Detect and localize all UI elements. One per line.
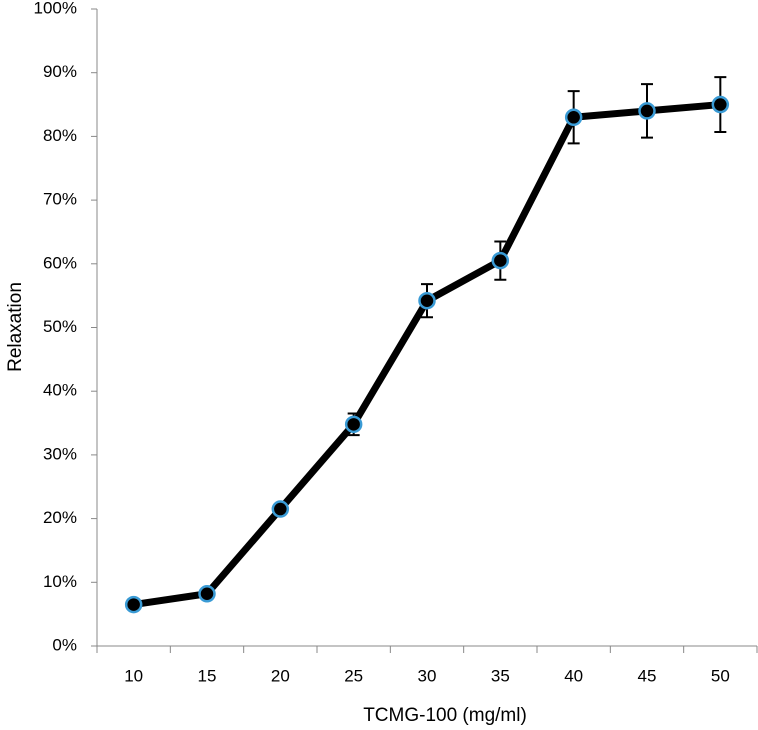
y-tick-label: 80% <box>43 126 77 145</box>
y-tick-label: 40% <box>43 381 77 400</box>
x-tick-label: 15 <box>198 666 217 685</box>
y-axis-title: Relaxation <box>5 282 26 372</box>
marker <box>711 95 730 114</box>
y-tick-label: 20% <box>43 508 77 527</box>
y-tick-label: 0% <box>52 635 77 654</box>
marker <box>638 102 656 120</box>
y-tick-label: 90% <box>43 62 77 81</box>
marker <box>418 291 436 310</box>
x-tick-label: 25 <box>344 666 363 685</box>
y-tick-label: 50% <box>43 317 77 336</box>
marker <box>491 251 510 270</box>
y-tick-label: 100% <box>34 0 77 17</box>
x-tick-label: 40 <box>564 666 583 685</box>
x-tick-label: 30 <box>418 666 437 685</box>
x-tick-label: 50 <box>711 666 730 685</box>
y-tick-label: 60% <box>43 253 77 272</box>
y-tick-label: 70% <box>43 190 77 209</box>
marker <box>198 585 216 603</box>
x-tick-label: 10 <box>124 666 143 685</box>
marker <box>124 595 143 614</box>
x-tick-label: 20 <box>271 666 290 685</box>
marker <box>271 500 290 518</box>
x-tick-label: 35 <box>491 666 510 685</box>
marker <box>344 415 363 434</box>
line <box>133 101 721 609</box>
marker <box>564 108 583 127</box>
x-tick-label: 45 <box>638 666 657 685</box>
y-tick-label: 30% <box>43 444 77 463</box>
y-tick-label: 10% <box>43 572 77 591</box>
x-axis-title: TCMG-100 (mg/ml) <box>363 705 527 726</box>
